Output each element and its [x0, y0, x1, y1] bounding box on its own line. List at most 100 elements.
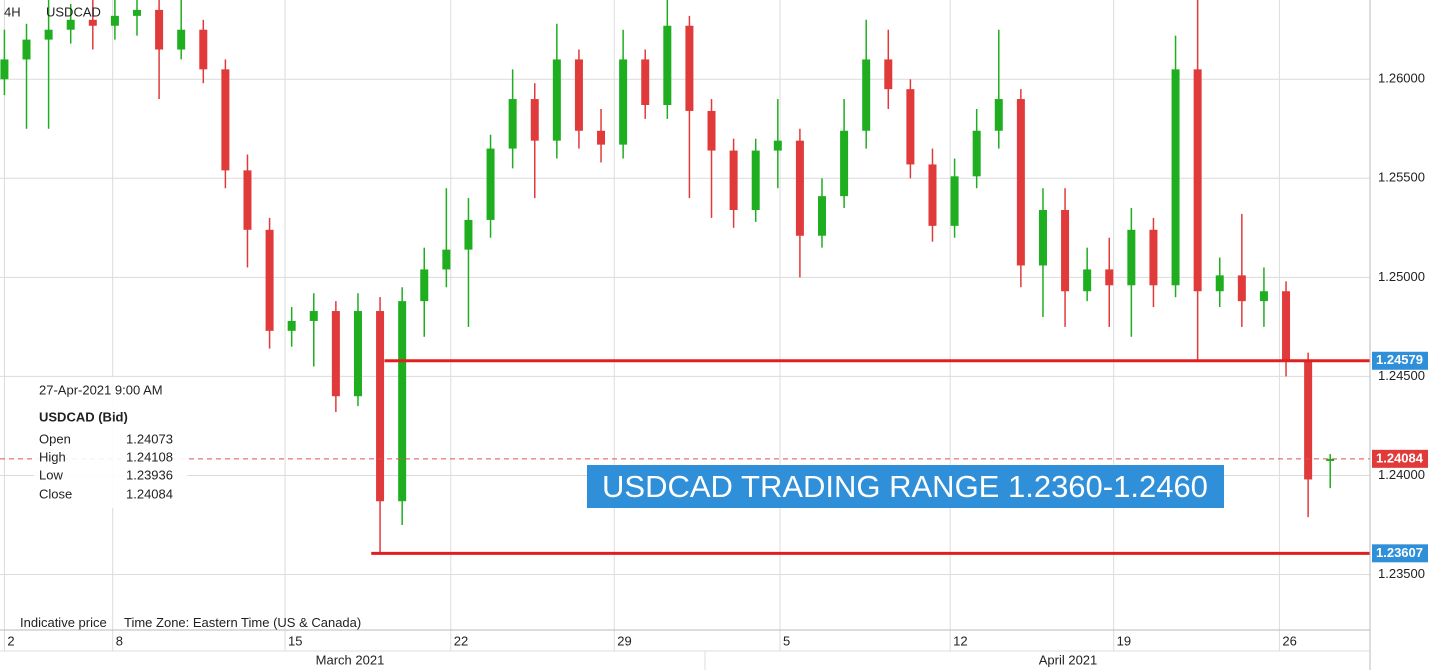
annotation-box: [587, 465, 1224, 508]
level-tag-label: 1.23607: [1376, 545, 1423, 560]
candle-body: [1215, 275, 1224, 292]
candle-body: [597, 130, 606, 145]
candle-body: [574, 59, 583, 131]
candle-body: [994, 99, 1003, 131]
candle-body: [928, 164, 937, 226]
x-tick-label: 19: [1117, 633, 1131, 648]
period-label: March 2021: [316, 652, 385, 667]
candle-body: [1149, 229, 1158, 286]
x-tick-label: 26: [1282, 633, 1296, 648]
info-label: Open: [39, 431, 71, 446]
candle-body: [66, 19, 75, 30]
candle-body: [442, 249, 451, 270]
candle-body: [795, 140, 804, 236]
candle-body: [331, 311, 340, 397]
candle-body: [1304, 360, 1313, 480]
candle-body: [265, 229, 274, 331]
info-label: Low: [39, 467, 63, 482]
level-tag: [1372, 351, 1428, 370]
candle-body: [508, 99, 517, 149]
candle-body: [177, 29, 186, 50]
y-tick-label: 1.25500: [1378, 170, 1425, 185]
candle-body: [619, 59, 628, 145]
candle-body: [1105, 269, 1114, 286]
x-tick-label: 29: [617, 633, 631, 648]
candle-body: [44, 29, 53, 40]
candle-body: [22, 39, 31, 60]
candle-body: [1127, 229, 1136, 286]
footer-note: Indicative price: [20, 615, 107, 630]
candle-body: [486, 148, 495, 220]
candle-body: [1259, 291, 1268, 302]
candle-body: [376, 311, 385, 502]
level-tag-label: 1.24579: [1376, 352, 1423, 367]
candle-body: [1282, 291, 1291, 361]
level-tag: [1372, 544, 1428, 563]
candle-body: [464, 219, 473, 250]
annotation: USDCAD TRADING RANGE 1.2360-1.2460: [602, 469, 1208, 504]
current-price-tag: [1372, 449, 1428, 468]
x-tick-label: 15: [288, 633, 302, 648]
candle-body: [110, 15, 119, 26]
candle-body: [309, 311, 318, 321]
candle-body: [1038, 210, 1047, 266]
timeframe: 4H: [4, 4, 21, 19]
x-tick-label: 22: [454, 633, 468, 648]
info-title: USDCAD (Bid): [39, 409, 128, 424]
candle-body: [199, 29, 208, 70]
candle-body: [1171, 69, 1180, 286]
candle-body: [1061, 210, 1070, 292]
y-tick-label: 1.24500: [1378, 368, 1425, 383]
candle-body: [840, 130, 849, 197]
candle-body: [221, 69, 230, 171]
candle-body: [1326, 458, 1335, 462]
candle-body: [133, 9, 141, 16]
candle-body: [88, 19, 97, 26]
info-value: 1.23936: [126, 467, 173, 482]
x-tick-label: 2: [7, 633, 14, 648]
candle-body: [287, 320, 296, 331]
y-tick-label: 1.26000: [1378, 71, 1425, 86]
current-price-label: 1.24084: [1376, 450, 1424, 465]
candle-body: [641, 59, 650, 105]
symbol: USDCAD: [46, 4, 101, 19]
period-label: April 2021: [1039, 652, 1098, 667]
y-tick-label: 1.25000: [1378, 269, 1425, 284]
candle-body: [906, 89, 915, 165]
candle-body: [729, 150, 738, 210]
candle-body: [0, 59, 9, 80]
candle-body: [685, 25, 694, 111]
y-tick-label: 1.23500: [1378, 566, 1425, 581]
x-tick-label: 8: [116, 633, 123, 648]
info-label: Close: [39, 486, 72, 501]
candle-body: [420, 269, 429, 302]
overlay: 1.24579 1.23607 1.24084: [0, 351, 1428, 563]
candle-body: [552, 59, 561, 141]
info-value: 1.24084: [126, 486, 173, 501]
candle-body: [773, 140, 782, 151]
candle-body: [950, 176, 959, 226]
candle-body: [398, 301, 407, 502]
candle-body: [1083, 269, 1092, 292]
info-value: 1.24108: [126, 449, 173, 464]
candle-body: [353, 311, 362, 397]
candle-body: [707, 110, 716, 151]
y-tick-label: 1.24000: [1378, 467, 1425, 482]
x-tick-label: 12: [953, 633, 967, 648]
candle-body: [751, 150, 760, 210]
candle-body: [155, 9, 164, 50]
candle-body: [972, 130, 981, 177]
candle-body: [663, 25, 672, 106]
info-value: 1.24073: [126, 431, 173, 446]
candle-body: [884, 59, 893, 90]
candle-body: [1193, 69, 1202, 292]
candle-body: [1016, 99, 1025, 266]
candles: [0, 0, 1335, 555]
x-tick-label: 5: [783, 633, 790, 648]
candle-body: [1237, 275, 1246, 302]
info-time: 27-Apr-2021 9:00 AM: [39, 382, 163, 397]
candle-body: [243, 170, 252, 230]
info-label: High: [39, 449, 66, 464]
